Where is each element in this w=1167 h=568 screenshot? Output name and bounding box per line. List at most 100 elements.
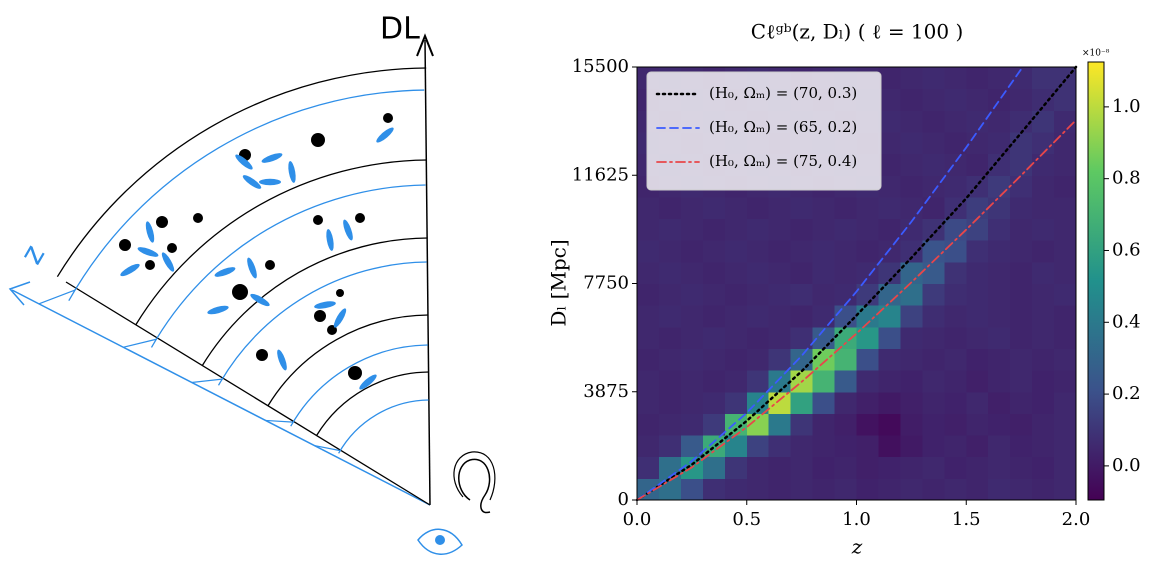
heatmap-cell [1054,153,1077,176]
heatmap-cell [834,435,857,458]
gw-source [314,301,336,309]
colorbar-offset-label: ×10⁻⁸ [1082,49,1110,59]
heatmap-cell [1032,218,1055,241]
heatmap-cell [702,261,726,284]
heatmap-cell [702,196,726,220]
heatmap-cell [1054,456,1077,479]
heatmap-cell [1010,283,1033,306]
heatmap-cell [944,88,967,111]
heatmap-cell [790,413,814,436]
heatmap-cell [1032,88,1055,111]
heatmap-cell [812,348,836,371]
heatmap-cell [834,478,857,501]
heatmap-cell [988,110,1011,133]
heatmap-cell [856,478,879,501]
heatmap-cell [966,435,989,458]
heatmap-cell [1010,240,1033,263]
heatmap-cell [724,391,748,414]
heatmap-cell [637,456,660,479]
heatmap-cell [944,326,967,349]
heatmap-cell [1032,153,1055,176]
heatmap-cell [702,391,726,414]
heatmap-cell [658,240,682,263]
heatmap-cell [768,348,792,371]
heatmap-cell [966,88,989,111]
heatmap-cell [768,218,792,241]
gw-source [207,305,229,315]
heatmap-cell [812,305,836,328]
heatmap-cell [900,153,923,176]
x-axis-label: z [851,535,863,559]
heatmap-cell [988,456,1011,479]
heatmap-cell [834,218,857,241]
heatmap-cell [746,370,770,393]
chart-title: Cℓᵍᵇ(z, Dₗ) ( ℓ = 100 ) [751,20,964,44]
heatmap-cell [966,413,989,436]
heatmap-cell [1010,67,1033,90]
heatmap-cell [768,370,792,393]
heatmap-cell [790,391,814,414]
heatmap-cell [702,283,726,306]
heatmap-cell [966,110,989,133]
heatmap-cell [702,305,726,328]
heatmap-cell [658,435,682,458]
heatmap-cell [1010,175,1033,198]
heatmap-cell [724,435,748,458]
heatmap-cell [637,196,660,220]
heatmap-cell [944,240,967,263]
heatmap-cell [900,175,923,198]
heatmap-cell [658,196,682,220]
heatmap-cell [944,110,967,133]
galaxy [232,284,248,300]
heatmap-cell [812,478,836,501]
heatmap-cells [637,67,1077,501]
heatmap-cell [812,261,836,284]
heatmap-cell [1010,435,1033,458]
legend-box [646,71,882,191]
y-tick-label: 15500 [572,56,629,77]
radial-tick [38,289,76,305]
heatmap-cell [1054,326,1077,349]
heatmap-cell [900,370,923,393]
heatmap-cell [724,218,748,241]
heatmap-cell [944,305,967,328]
y-tick-label: 0 [618,489,629,510]
heatmap-cell [856,413,879,436]
galaxy [265,260,275,270]
heatmap-cell [680,240,704,263]
heatmap-cell [790,326,814,349]
heatmap-cell [1010,153,1033,176]
heatmap-cell [1010,391,1033,414]
heatmap-cell [900,478,923,501]
heatmap-cell [1032,175,1055,198]
heatmap-cell [1054,261,1077,284]
heatmap-cell [812,435,836,458]
heatmap-cell [966,456,989,479]
heatmap-cell [922,110,945,133]
heatmap-cell [878,196,901,220]
heatmap-cell [790,456,814,479]
heatmap-chart: Cℓᵍᵇ(z, Dₗ) ( ℓ = 100 ) z Dₗ [Mpc] ×10⁻⁸ [547,20,1110,559]
heatmap-cell [702,413,726,436]
heatmap-cell [637,348,660,371]
heatmap-cell [768,196,792,220]
heatmap-cell [702,456,726,479]
heatmap-cell [702,218,726,241]
heatmap-cell [900,283,923,306]
legend-label: (H₀, Ωₘ) = (75, 0.4) [709,152,857,170]
galaxy [336,289,344,297]
heatmap-cell [922,413,945,436]
heatmap-cell [658,261,682,284]
heatmap-cell [944,413,967,436]
heatmap-cell [878,218,901,241]
heatmap-cell [922,88,945,111]
gw-source [259,178,281,186]
x-tick-label: 1.5 [952,509,981,530]
heatmap-cell [834,326,857,349]
heatmap-cell [637,240,660,263]
heatmap-cell [1054,283,1077,306]
heatmap-cell [768,283,792,306]
heatmap-cell [658,391,682,414]
heatmap-cell [637,283,660,306]
